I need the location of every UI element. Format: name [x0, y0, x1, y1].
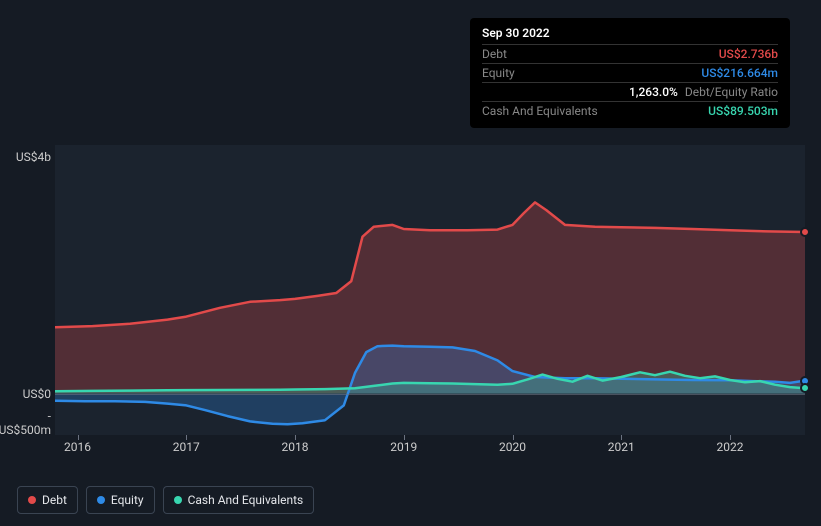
legend-dot-icon	[174, 496, 182, 504]
x-axis-label: 2019	[390, 440, 417, 454]
tooltip-row-value: US$2.736b	[719, 47, 778, 61]
x-axis-label: 2021	[608, 440, 635, 454]
tooltip-row-value-wrap: 1,263.0% Debt/Equity Ratio	[629, 85, 778, 99]
tooltip-row-value: US$216.664m	[701, 66, 778, 80]
legend-label: Equity	[111, 493, 144, 507]
x-axis-label: 2017	[173, 440, 200, 454]
x-axis-label: 2016	[64, 440, 91, 454]
tooltip-row-label: Equity	[482, 66, 515, 80]
chart-container: US$4bUS$0-US$500m 2016201720182019202020…	[17, 120, 805, 460]
tooltip-row: Cash And Equivalents US$89.503m	[482, 101, 778, 120]
series-marker	[800, 227, 810, 237]
x-axis-label: 2018	[282, 440, 309, 454]
legend-item[interactable]: Debt	[17, 486, 78, 514]
y-axis-label: US$0	[23, 387, 51, 401]
legend-item[interactable]: Equity	[86, 486, 155, 514]
tooltip-row: Equity US$216.664m	[482, 63, 778, 82]
chart-svg	[55, 145, 805, 435]
x-axis-label: 2020	[499, 440, 526, 454]
tooltip-row-value-wrap: US$89.503m	[708, 104, 778, 118]
legend-label: Debt	[42, 493, 67, 507]
tooltip-row-value-wrap: US$2.736b	[719, 47, 778, 61]
y-axis-label: US$4b	[16, 150, 51, 164]
tooltip-row: 1,263.0% Debt/Equity Ratio	[482, 82, 778, 101]
x-axis: 2016 2017 2018 2019 2020 2021 2022	[55, 440, 805, 460]
plot-area[interactable]	[55, 145, 805, 435]
zero-gridline	[55, 394, 805, 395]
tooltip-row-label: Debt	[482, 47, 507, 61]
tooltip-row-value: 1,263.0%	[629, 85, 678, 99]
y-axis-label: -US$500m	[0, 409, 51, 437]
legend: Debt Equity Cash And Equivalents	[17, 486, 314, 514]
legend-dot-icon	[97, 496, 105, 504]
x-axis-label: 2022	[717, 440, 744, 454]
series-marker	[800, 383, 810, 393]
chart-tooltip: Sep 30 2022 Debt US$2.736b Equity US$216.66…	[470, 18, 790, 128]
legend-label: Cash And Equivalents	[188, 493, 304, 507]
legend-dot-icon	[28, 496, 36, 504]
tooltip-row-value: US$89.503m	[708, 104, 778, 118]
tooltip-row: Debt US$2.736b	[482, 44, 778, 63]
tooltip-date: Sep 30 2022	[482, 26, 778, 40]
tooltip-row-extra: Debt/Equity Ratio	[682, 85, 778, 99]
tooltip-row-value-wrap: US$216.664m	[701, 66, 778, 80]
legend-item[interactable]: Cash And Equivalents	[163, 486, 315, 514]
tooltip-row-label: Cash And Equivalents	[482, 104, 598, 118]
